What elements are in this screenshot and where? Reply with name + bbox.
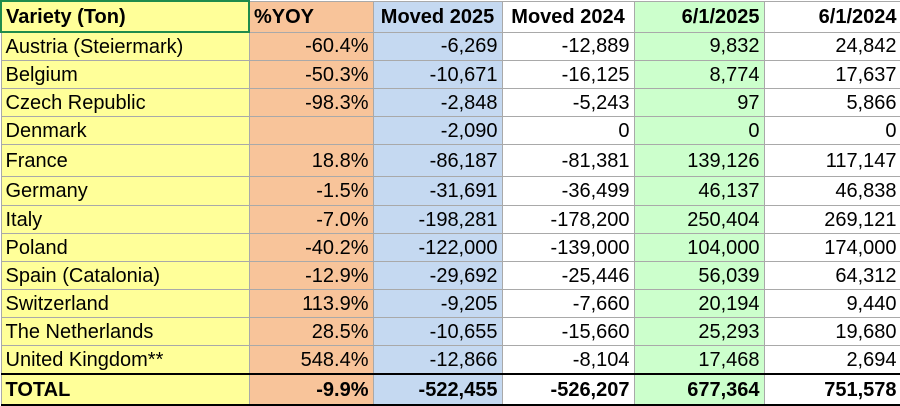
cell-variety[interactable]: United Kingdom**	[0, 345, 250, 375]
cell-date-2025[interactable]: 56,039	[633, 261, 765, 290]
cell-variety[interactable]: Spain (Catalonia)	[0, 261, 250, 290]
table-row: Denmark -2,090 0 0 0	[0, 116, 900, 145]
cell-yoy[interactable]: 548.4%	[248, 345, 374, 375]
total-date-2025[interactable]: 677,364	[633, 373, 765, 406]
cell-date-2025[interactable]: 0	[633, 116, 765, 145]
cell-moved-2025[interactable]: -31,691	[372, 176, 503, 206]
total-moved-2025[interactable]: -522,455	[372, 373, 503, 406]
cell-moved-2025[interactable]: -86,187	[372, 144, 503, 177]
cell-date-2025[interactable]: 250,404	[633, 205, 765, 234]
cell-yoy[interactable]	[248, 116, 374, 145]
cell-yoy[interactable]: -40.2%	[248, 233, 374, 262]
table-row: France 18.8% -86,187 -81,381 139,126 117…	[0, 144, 900, 177]
header-date-2024[interactable]: 6/1/2024	[763, 0, 900, 33]
table-row: Czech Republic -98.3% -2,848 -5,243 97 5…	[0, 88, 900, 117]
table-row: The Netherlands 28.5% -10,655 -15,660 25…	[0, 317, 900, 346]
cell-date-2024[interactable]: 19,680	[763, 317, 900, 346]
cell-yoy[interactable]: -60.4%	[248, 31, 374, 61]
cell-date-2025[interactable]: 8,774	[633, 60, 765, 89]
cell-moved-2024[interactable]: -36,499	[501, 176, 635, 206]
table-row: Belgium -50.3% -10,671 -16,125 8,774 17,…	[0, 60, 900, 89]
cell-moved-2025[interactable]: -2,090	[372, 116, 503, 145]
header-row: Variety (Ton) %YOY Moved 2025 Moved 2024…	[0, 0, 900, 33]
cell-date-2025[interactable]: 104,000	[633, 233, 765, 262]
cell-moved-2025[interactable]: -10,671	[372, 60, 503, 89]
cell-moved-2024[interactable]: -7,660	[501, 289, 635, 318]
cell-moved-2024[interactable]: -139,000	[501, 233, 635, 262]
cell-variety[interactable]: Belgium	[0, 60, 250, 89]
cell-variety[interactable]: Czech Republic	[0, 88, 250, 117]
cell-moved-2024[interactable]: 0	[501, 116, 635, 145]
total-moved-2024[interactable]: -526,207	[501, 373, 635, 406]
header-variety[interactable]: Variety (Ton)	[0, 0, 250, 33]
total-date-2024[interactable]: 751,578	[763, 373, 900, 406]
cell-date-2025[interactable]: 25,293	[633, 317, 765, 346]
table-row: Spain (Catalonia) -12.9% -29,692 -25,446…	[0, 261, 900, 290]
header-yoy[interactable]: %YOY	[248, 0, 374, 33]
cell-variety[interactable]: Italy	[0, 205, 250, 234]
cell-date-2024[interactable]: 9,440	[763, 289, 900, 318]
cell-date-2025[interactable]: 139,126	[633, 144, 765, 177]
cell-date-2025[interactable]: 9,832	[633, 31, 765, 61]
cell-date-2024[interactable]: 5,866	[763, 88, 900, 117]
cell-moved-2024[interactable]: -178,200	[501, 205, 635, 234]
cell-yoy[interactable]: -12.9%	[248, 261, 374, 290]
cell-date-2024[interactable]: 174,000	[763, 233, 900, 262]
cell-variety[interactable]: Germany	[0, 176, 250, 206]
header-moved-2024[interactable]: Moved 2024	[501, 0, 635, 33]
cell-moved-2025[interactable]: -198,281	[372, 205, 503, 234]
cell-variety[interactable]: France	[0, 144, 250, 177]
cell-yoy[interactable]: -98.3%	[248, 88, 374, 117]
header-date-2025[interactable]: 6/1/2025	[633, 0, 765, 33]
cell-date-2024[interactable]: 46,838	[763, 176, 900, 206]
cell-date-2025[interactable]: 20,194	[633, 289, 765, 318]
cell-moved-2025[interactable]: -10,655	[372, 317, 503, 346]
cell-moved-2024[interactable]: -12,889	[501, 31, 635, 61]
cell-date-2025[interactable]: 97	[633, 88, 765, 117]
cell-variety[interactable]: Poland	[0, 233, 250, 262]
cell-yoy[interactable]: -50.3%	[248, 60, 374, 89]
total-row: TOTAL -9.9% -522,455 -526,207 677,364 75…	[0, 373, 900, 406]
cell-moved-2025[interactable]: -9,205	[372, 289, 503, 318]
cell-variety[interactable]: Austria (Steiermark)	[0, 31, 250, 61]
cell-date-2024[interactable]: 0	[763, 116, 900, 145]
table-row: Switzerland 113.9% -9,205 -7,660 20,194 …	[0, 289, 900, 318]
cell-date-2024[interactable]: 24,842	[763, 31, 900, 61]
cell-moved-2024[interactable]: -5,243	[501, 88, 635, 117]
cell-variety[interactable]: Denmark	[0, 116, 250, 145]
cell-yoy[interactable]: -1.5%	[248, 176, 374, 206]
cell-variety[interactable]: Switzerland	[0, 289, 250, 318]
table-row: Italy -7.0% -198,281 -178,200 250,404 26…	[0, 205, 900, 234]
total-yoy[interactable]: -9.9%	[248, 373, 374, 406]
cell-yoy[interactable]: -7.0%	[248, 205, 374, 234]
cell-date-2025[interactable]: 46,137	[633, 176, 765, 206]
cell-moved-2024[interactable]: -15,660	[501, 317, 635, 346]
total-label[interactable]: TOTAL	[0, 373, 250, 406]
cell-moved-2024[interactable]: -16,125	[501, 60, 635, 89]
table-row: Germany -1.5% -31,691 -36,499 46,137 46,…	[0, 176, 900, 206]
cell-moved-2025[interactable]: -6,269	[372, 31, 503, 61]
cell-moved-2024[interactable]: -81,381	[501, 144, 635, 177]
table-row: Austria (Steiermark) -60.4% -6,269 -12,8…	[0, 31, 900, 61]
cell-moved-2025[interactable]: -122,000	[372, 233, 503, 262]
cell-date-2024[interactable]: 17,637	[763, 60, 900, 89]
header-moved-2025[interactable]: Moved 2025	[372, 0, 503, 33]
table-row: United Kingdom** 548.4% -12,866 -8,104 1…	[0, 345, 900, 375]
cell-date-2024[interactable]: 64,312	[763, 261, 900, 290]
cell-moved-2024[interactable]: -25,446	[501, 261, 635, 290]
cell-yoy[interactable]: 28.5%	[248, 317, 374, 346]
cell-variety[interactable]: The Netherlands	[0, 317, 250, 346]
cell-date-2025[interactable]: 17,468	[633, 345, 765, 375]
cell-date-2024[interactable]: 2,694	[763, 345, 900, 375]
table-row: Poland -40.2% -122,000 -139,000 104,000 …	[0, 233, 900, 262]
cell-moved-2025[interactable]: -29,692	[372, 261, 503, 290]
cell-moved-2025[interactable]: -12,866	[372, 345, 503, 375]
cell-yoy[interactable]: 113.9%	[248, 289, 374, 318]
cell-moved-2025[interactable]: -2,848	[372, 88, 503, 117]
cell-yoy[interactable]: 18.8%	[248, 144, 374, 177]
cell-moved-2024[interactable]: -8,104	[501, 345, 635, 375]
cell-date-2024[interactable]: 117,147	[763, 144, 900, 177]
cell-date-2024[interactable]: 269,121	[763, 205, 900, 234]
